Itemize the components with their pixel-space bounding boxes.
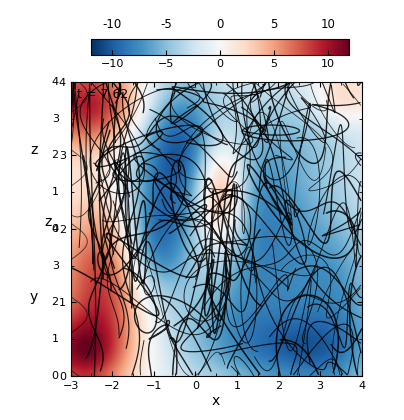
Text: 4: 4 <box>52 77 59 87</box>
Text: 1: 1 <box>52 334 59 344</box>
Text: -5: -5 <box>160 18 172 31</box>
Text: $B_y/B_0$: $B_y/B_0$ <box>200 0 241 3</box>
Y-axis label: z: z <box>44 215 51 229</box>
Text: 0: 0 <box>217 18 224 31</box>
Text: t = 7.62: t = 7.62 <box>77 88 128 101</box>
Text: 10: 10 <box>320 18 335 31</box>
Text: y: y <box>30 289 38 304</box>
Text: 4: 4 <box>52 224 59 234</box>
X-axis label: x: x <box>212 394 220 407</box>
Text: z: z <box>30 142 38 157</box>
Text: 0: 0 <box>52 224 59 234</box>
Text: 2: 2 <box>52 150 59 160</box>
Text: 5: 5 <box>270 18 278 31</box>
Text: 0: 0 <box>52 371 59 381</box>
Text: 3: 3 <box>52 114 59 123</box>
Text: -10: -10 <box>103 18 122 31</box>
Text: 3: 3 <box>52 261 59 270</box>
Text: 1: 1 <box>52 187 59 197</box>
Text: 2: 2 <box>52 297 59 307</box>
